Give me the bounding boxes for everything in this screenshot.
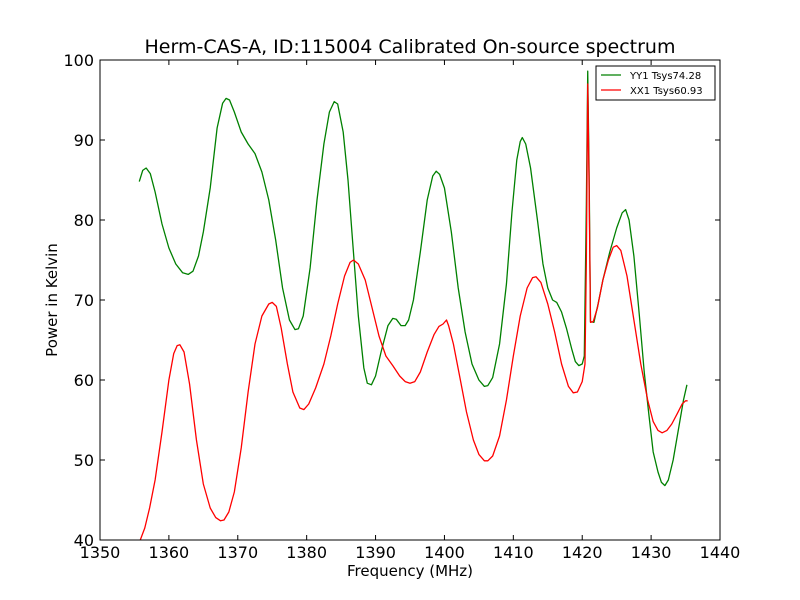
series-line-2 [139,83,688,540]
y-tick-label: 70 [74,291,94,310]
x-tick-label: 1410 [493,543,534,562]
plot-area: 1350 1360 1370 1380 1390 1400 1410 1420 1430 1440… [63,51,740,562]
x-tick-label: 1390 [355,543,396,562]
y-tick-label: 100 [63,51,94,70]
x-tick-label: 1360 [149,543,190,562]
x-tick-label: 1400 [424,543,465,562]
x-tick-label: 1370 [217,543,258,562]
legend-label-2: XX1 Tsys60.93 [630,86,703,97]
y-tick-label: 80 [74,211,94,230]
legend-label-1: YY1 Tsys74.28 [629,71,701,82]
x-tick-label: 1380 [286,543,327,562]
y-tick-label: 50 [74,451,94,470]
y-axis-title: Power in Kelvin [43,243,61,357]
x-tick-label: 1350 [80,543,121,562]
y-tick-label: 90 [74,131,94,150]
x-axis-title: Frequency (MHz) [347,562,473,580]
x-tick-label: 1420 [562,543,603,562]
chart-title: Herm-CAS-A, ID:115004 Calibrated On-sour… [145,36,676,58]
y-tick-label: 60 [74,371,94,390]
legend-box [595,65,716,101]
x-tick-label: 1430 [631,543,672,562]
legend: YY1 Tsys74.28 XX1 Tsys60.93 [595,65,716,101]
x-tick-label: 1440 [700,543,741,562]
y-tick-label: 40 [74,531,94,550]
